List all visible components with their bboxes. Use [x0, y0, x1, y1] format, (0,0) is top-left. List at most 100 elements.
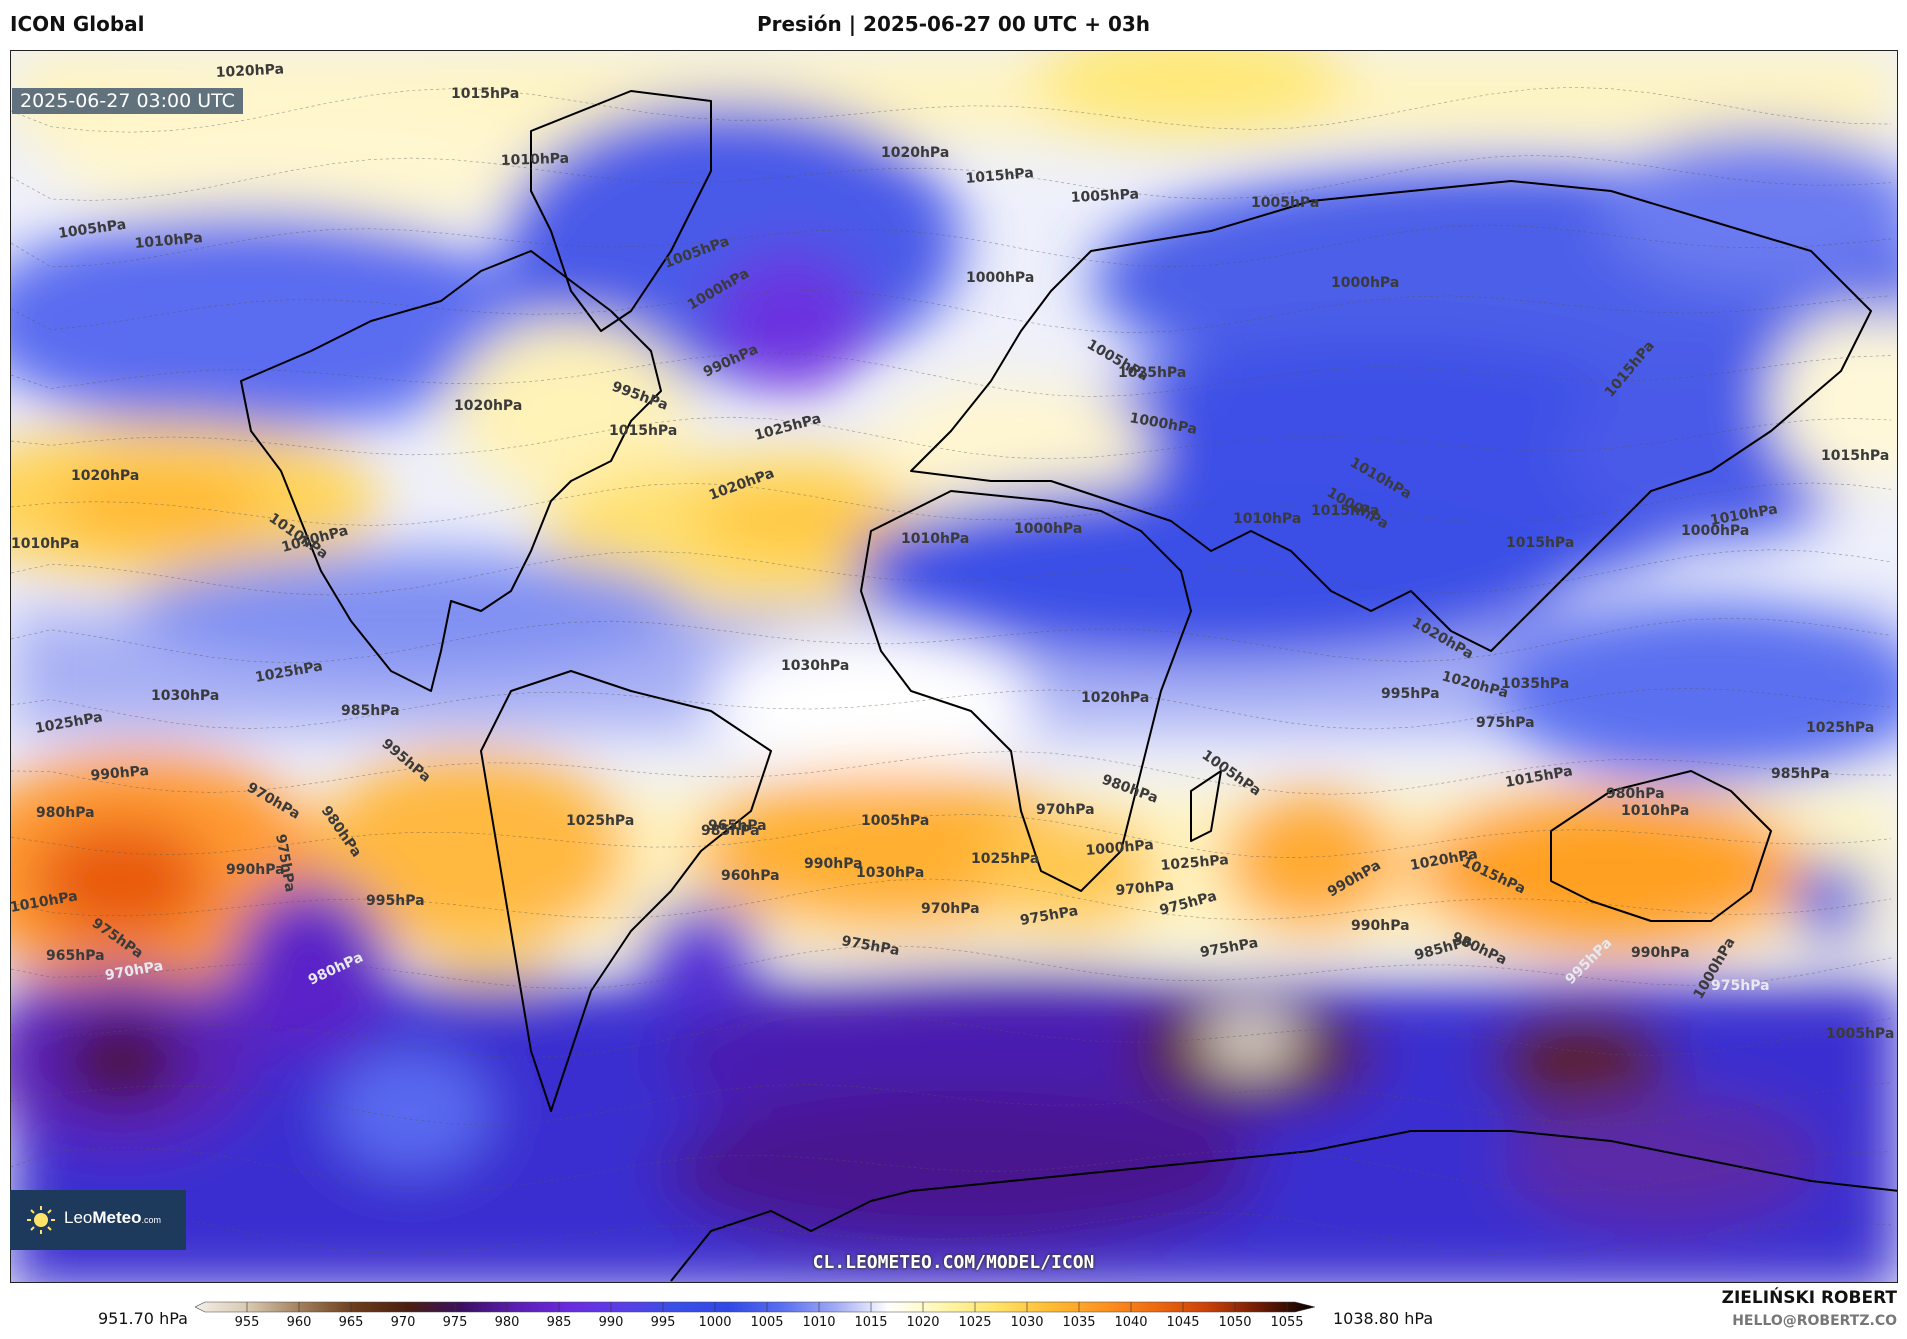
isobar-line — [11, 751, 1892, 795]
colorbar-tick-label: 1000 — [698, 1315, 731, 1330]
author-email[interactable]: HELLO@ROBERTZ.CO — [1732, 1313, 1897, 1329]
isobar-line — [11, 416, 1892, 460]
isobar-label: 1005hPa — [1070, 186, 1139, 206]
colorbar-tick-label: 985 — [547, 1315, 572, 1330]
isobar-label: 1010hPa — [1621, 803, 1689, 819]
colorbar-tick-label: 975 — [443, 1315, 468, 1330]
isobar-label: 975hPa — [1711, 978, 1770, 994]
colorbar-tick-label: 1045 — [1166, 1315, 1199, 1330]
isobar-label: 975hPa — [1476, 715, 1535, 731]
colorbar-tick-label: 990 — [599, 1315, 624, 1330]
isobar-label: 1000hPa — [1014, 521, 1082, 537]
logo-wordmark: LeoMeteo.com — [64, 1208, 162, 1227]
isobar-label: 1000hPa — [1331, 275, 1399, 291]
colorbar-tick-label: 1040 — [1114, 1315, 1147, 1330]
isobar-label: 1000hPa — [1085, 837, 1154, 859]
colorbar-tick-label: 1010 — [802, 1315, 835, 1330]
colorbar-tick-label: 995 — [651, 1315, 676, 1330]
valid-time-badge: 2025-06-27 03:00 UTC — [12, 88, 243, 114]
isobar-line — [11, 86, 1892, 133]
colorbar-tick-label: 1005 — [750, 1315, 783, 1330]
isobar-label: 985hPa — [701, 823, 760, 839]
isobar-label: 1000hPa — [966, 270, 1034, 286]
isobar-label: 990hPa — [1631, 945, 1690, 961]
isobar-label: 1020hPa — [71, 468, 139, 484]
isobar-label: 990hPa — [804, 856, 863, 872]
isobar-label: 985hPa — [341, 703, 400, 719]
isobar-label: 1025hPa — [566, 813, 634, 829]
colorbar-tick-label: 980 — [495, 1315, 520, 1330]
colorbar-tick-label: 965 — [339, 1315, 364, 1330]
colorbar-tick-label: 1035 — [1062, 1315, 1095, 1330]
sun-icon — [27, 1206, 55, 1234]
isobar-line — [11, 688, 1892, 730]
isobar-line — [11, 549, 1892, 596]
isobar-label: 970hPa — [921, 901, 980, 917]
scale-max-label: 1038.80 hPa — [1333, 1309, 1434, 1328]
colorbar-tick-label: 1015 — [854, 1315, 887, 1330]
isobar-line — [11, 482, 1892, 526]
isobar-line — [11, 352, 1892, 397]
isobar-line — [11, 617, 1892, 664]
isobar-label: 1010hPa — [134, 230, 203, 252]
isobar-label: 1020hPa — [881, 145, 949, 161]
pressure-map[interactable]: 1020hPa 1015hPa 1010hPa 1005hPa 1000hPa 990hP… — [10, 50, 1898, 1283]
colorbar-gradient — [195, 1301, 1316, 1313]
isobar-label: 995hPa — [1381, 686, 1440, 702]
colorbar-tick-label: 955 — [235, 1315, 260, 1330]
isobar-label: 965hPa — [46, 948, 105, 964]
isobar-label: 1020hPa — [215, 61, 284, 81]
isobar-label: 1015hPa — [451, 86, 519, 102]
isobar-line — [11, 1013, 1892, 1059]
isobar-label: 1025hPa — [971, 851, 1039, 867]
author-name: ZIELIŃSKI ROBERT — [1721, 1288, 1897, 1308]
isobar-label: 1010hPa — [501, 151, 570, 169]
isobar-label: 1035hPa — [1501, 676, 1569, 692]
colorbar-tick-label: 1055 — [1270, 1315, 1303, 1330]
isobar-label: 1010hPa — [901, 531, 969, 547]
isobar-label: 1015hPa — [1311, 503, 1379, 519]
isobar-line — [11, 224, 1892, 268]
leometeo-logo[interactable]: LeoMeteo.com — [10, 1190, 186, 1250]
colorbar-tick-label: 1030 — [1010, 1315, 1043, 1330]
isobar-lines — [11, 86, 1892, 1257]
isobar-label: 990hPa — [1351, 918, 1410, 934]
isobar-label: 985hPa — [1771, 766, 1830, 782]
isobar-label: 1000hPa — [1681, 523, 1749, 539]
colorbar-tick-label: 1025 — [958, 1315, 991, 1330]
isobar-label: 1015hPa — [1821, 448, 1889, 464]
isobar-label: 1030hPa — [856, 865, 924, 881]
isobar-label: 1015hPa — [965, 165, 1034, 187]
map-title: Presión | 2025-06-27 00 UTC + 03h — [756, 12, 1151, 36]
source-url-watermark: CL.LEOMETEO.COM/MODEL/ICON — [812, 1252, 1095, 1273]
isobar-label: 1020hPa — [1081, 690, 1149, 706]
isobar-label: 1005hPa — [861, 813, 929, 829]
colorbar-tick-label: 1020 — [906, 1315, 939, 1330]
isobar-label: 1025hPa — [1160, 852, 1229, 874]
colorbar-tick-label: 1050 — [1218, 1315, 1251, 1330]
pressure-colorbar: 955 960 965 970 975 980 985 990 995 1000 1005 1010 1… — [195, 1301, 1316, 1330]
isobar-label: 1010hPa — [11, 536, 79, 552]
isobar-label: 990hPa — [90, 763, 150, 784]
map-canvas: 1020hPa 1015hPa 1010hPa 1005hPa 1000hPa 990hP… — [11, 51, 1897, 1282]
isobar-label: 995hPa — [366, 893, 425, 909]
isobar-label: 965hPa — [708, 818, 767, 834]
isobar-label: 980hPa — [36, 805, 95, 821]
colorbar-tick-label: 960 — [287, 1315, 312, 1330]
isobar-line — [11, 945, 1892, 989]
scale-min-label: 951.70 hPa — [98, 1309, 188, 1328]
isobar-label: 1025hPa — [1806, 720, 1874, 736]
isobar-label: 1030hPa — [781, 658, 849, 674]
isobar-label: 1025hPa — [1118, 365, 1186, 381]
isobar-label: 980hPa — [1606, 786, 1665, 802]
isobar-label: 1015hPa — [1506, 535, 1574, 551]
isobar-line — [11, 290, 1892, 334]
isobar-label: 1005hPa — [1826, 1026, 1894, 1042]
isobar-label: 970hPa — [1036, 802, 1095, 818]
colorbar-tick-label: 970 — [391, 1315, 416, 1330]
isobar-label: 970hPa — [1115, 878, 1175, 899]
isobar-line — [11, 1147, 1892, 1192]
isobar-label: 1015hPa — [609, 423, 677, 439]
isobar-label: 1020hPa — [454, 398, 522, 414]
pressure-field — [11, 51, 1897, 1282]
